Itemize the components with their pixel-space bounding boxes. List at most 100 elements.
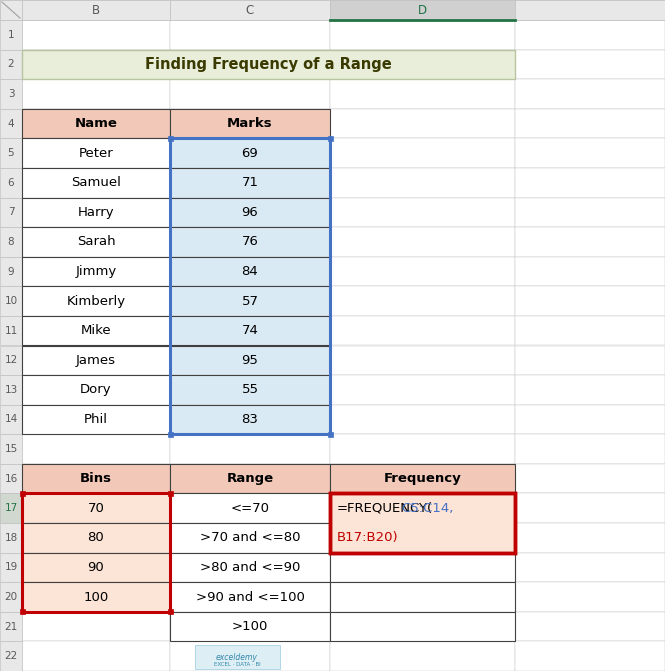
Bar (22, 197, 170, 227)
Bar (22, 641, 170, 671)
Bar (330, 79, 515, 109)
Bar (170, 553, 330, 582)
Bar (515, 346, 665, 375)
Text: C5:C14,: C5:C14, (401, 502, 454, 515)
Bar (330, 553, 515, 582)
Bar (22, 257, 170, 287)
Bar (330, 641, 515, 671)
Text: Finding Frequency of a Range: Finding Frequency of a Range (145, 57, 392, 72)
Bar (515, 168, 665, 197)
Bar (0, 20, 22, 50)
Text: 22: 22 (5, 651, 18, 661)
Bar (0, 109, 22, 138)
Bar (170, 464, 330, 493)
Bar (22, 434, 170, 464)
Text: 19: 19 (5, 562, 18, 572)
Bar (170, 582, 330, 612)
Bar (330, 109, 515, 138)
Bar (22, 109, 170, 138)
Bar (0, 434, 22, 464)
Bar (330, 612, 515, 641)
Bar (330, 375, 515, 405)
Text: 84: 84 (241, 265, 259, 278)
Bar (0, 316, 22, 346)
Bar (22, 287, 170, 316)
Bar (170, 227, 330, 257)
Bar (22, 553, 170, 582)
Bar (0, 493, 22, 523)
Bar (170, 138, 330, 168)
Bar (515, 582, 665, 612)
Text: 69: 69 (241, 147, 259, 160)
Text: 55: 55 (241, 383, 259, 397)
Text: 1: 1 (8, 30, 15, 40)
Bar (170, 109, 330, 138)
Bar (330, 612, 515, 641)
Bar (170, 375, 330, 405)
Text: 9: 9 (8, 266, 15, 276)
Bar (330, 582, 515, 612)
Bar (330, 493, 515, 553)
Bar (22, 493, 170, 523)
Bar (170, 257, 330, 287)
Text: 4: 4 (8, 119, 15, 129)
Text: >100: >100 (232, 620, 268, 633)
Text: 18: 18 (5, 533, 18, 543)
Bar (330, 168, 515, 197)
Bar (22, 79, 170, 109)
Bar (515, 641, 665, 671)
Bar (515, 20, 665, 50)
Text: 14: 14 (5, 415, 18, 425)
Bar (170, 434, 330, 464)
Bar (170, 20, 330, 50)
Bar (170, 405, 330, 434)
Text: 3: 3 (8, 89, 15, 99)
Bar (170, 197, 330, 227)
Bar (22, 582, 170, 612)
Bar (330, 493, 515, 553)
Bar (22, 405, 170, 434)
Bar (22, 227, 170, 257)
Text: Marks: Marks (227, 117, 273, 130)
Bar (515, 287, 665, 316)
Bar (515, 405, 665, 434)
Text: 70: 70 (88, 502, 104, 515)
Bar (170, 168, 330, 197)
Text: =FREQUENCY(: =FREQUENCY( (337, 502, 433, 515)
Bar (22, 257, 170, 287)
Bar (515, 523, 665, 553)
Bar (22, 109, 170, 138)
Bar (170, 612, 330, 641)
Bar (170, 346, 330, 375)
Bar (168, 609, 172, 615)
Text: Dory: Dory (80, 383, 112, 397)
Bar (515, 227, 665, 257)
Text: Peter: Peter (78, 147, 113, 160)
Bar (515, 79, 665, 109)
Bar (170, 316, 330, 346)
Bar (170, 346, 330, 375)
Text: 6: 6 (8, 178, 15, 188)
Bar (515, 375, 665, 405)
Text: Name: Name (74, 117, 118, 130)
Bar (22, 346, 170, 375)
Bar (22, 464, 170, 493)
Bar (22, 612, 170, 641)
Bar (170, 0, 330, 20)
Bar (330, 287, 515, 316)
Text: >80 and <=90: >80 and <=90 (200, 561, 300, 574)
Text: 11: 11 (5, 325, 18, 336)
Text: 96: 96 (241, 206, 259, 219)
Text: 76: 76 (241, 236, 259, 248)
Bar (22, 287, 170, 316)
Bar (330, 0, 515, 20)
Bar (170, 138, 330, 434)
Bar (0, 197, 22, 227)
Bar (22, 197, 170, 227)
Bar (330, 553, 515, 582)
Bar (170, 287, 330, 316)
Bar (515, 493, 665, 523)
Bar (330, 405, 515, 434)
Text: 17: 17 (5, 503, 18, 513)
Text: 20: 20 (5, 592, 17, 602)
